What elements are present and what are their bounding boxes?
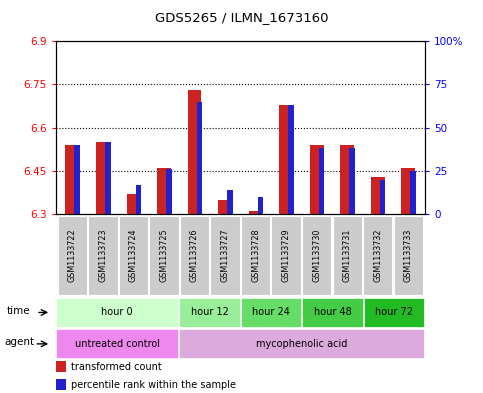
Bar	[249, 211, 262, 214]
Bar	[341, 145, 354, 214]
Bar	[56, 379, 66, 390]
FancyBboxPatch shape	[241, 298, 301, 327]
Text: GSM1133724: GSM1133724	[129, 229, 138, 282]
Bar	[96, 142, 110, 214]
Bar	[56, 361, 66, 373]
Bar	[411, 171, 416, 214]
Text: agent: agent	[4, 337, 35, 347]
Bar	[371, 177, 384, 214]
FancyBboxPatch shape	[332, 216, 362, 295]
FancyBboxPatch shape	[119, 216, 148, 295]
FancyBboxPatch shape	[241, 216, 270, 295]
Text: GSM1133723: GSM1133723	[99, 229, 107, 282]
Text: GSM1133730: GSM1133730	[312, 229, 321, 282]
FancyBboxPatch shape	[302, 216, 331, 295]
FancyBboxPatch shape	[88, 216, 117, 295]
FancyBboxPatch shape	[56, 298, 178, 327]
Text: untreated control: untreated control	[75, 339, 159, 349]
Bar	[187, 90, 201, 214]
Bar	[218, 200, 232, 214]
Bar	[380, 180, 385, 214]
Bar	[401, 168, 415, 214]
Bar	[136, 185, 141, 214]
Bar	[349, 149, 355, 214]
Bar	[166, 169, 171, 214]
FancyBboxPatch shape	[271, 216, 301, 295]
Text: GSM1133731: GSM1133731	[342, 229, 352, 282]
Text: transformed count: transformed count	[71, 362, 162, 372]
Text: percentile rank within the sample: percentile rank within the sample	[71, 380, 236, 389]
Bar	[157, 168, 171, 214]
Bar	[197, 102, 202, 214]
Bar	[319, 149, 324, 214]
Text: GSM1133726: GSM1133726	[190, 229, 199, 282]
FancyBboxPatch shape	[180, 216, 209, 295]
Text: hour 12: hour 12	[191, 307, 228, 318]
Bar	[288, 105, 294, 214]
FancyBboxPatch shape	[149, 216, 179, 295]
Text: hour 48: hour 48	[314, 307, 352, 318]
Bar	[105, 141, 111, 214]
Bar	[258, 197, 263, 214]
FancyBboxPatch shape	[363, 216, 392, 295]
FancyBboxPatch shape	[364, 298, 425, 327]
Text: time: time	[7, 306, 30, 316]
Text: hour 0: hour 0	[101, 307, 133, 318]
Bar	[310, 145, 324, 214]
FancyBboxPatch shape	[302, 298, 363, 327]
Text: GSM1133722: GSM1133722	[68, 229, 77, 282]
Bar	[66, 145, 79, 214]
FancyBboxPatch shape	[179, 298, 240, 327]
Bar	[127, 194, 140, 214]
FancyBboxPatch shape	[179, 329, 425, 358]
Text: GDS5265 / ILMN_1673160: GDS5265 / ILMN_1673160	[155, 11, 328, 24]
FancyBboxPatch shape	[57, 216, 87, 295]
FancyBboxPatch shape	[394, 216, 423, 295]
Bar	[74, 145, 80, 214]
Bar	[279, 105, 293, 214]
Text: mycophenolic acid: mycophenolic acid	[256, 339, 348, 349]
Text: GSM1133729: GSM1133729	[282, 229, 291, 282]
FancyBboxPatch shape	[211, 216, 240, 295]
Bar	[227, 190, 233, 214]
Text: GSM1133728: GSM1133728	[251, 229, 260, 282]
Text: GSM1133725: GSM1133725	[159, 229, 169, 282]
FancyBboxPatch shape	[56, 329, 178, 358]
Text: hour 24: hour 24	[252, 307, 290, 318]
Text: GSM1133733: GSM1133733	[404, 229, 413, 282]
Text: GSM1133732: GSM1133732	[373, 229, 382, 282]
Text: GSM1133727: GSM1133727	[221, 229, 229, 282]
Text: hour 72: hour 72	[375, 307, 413, 318]
